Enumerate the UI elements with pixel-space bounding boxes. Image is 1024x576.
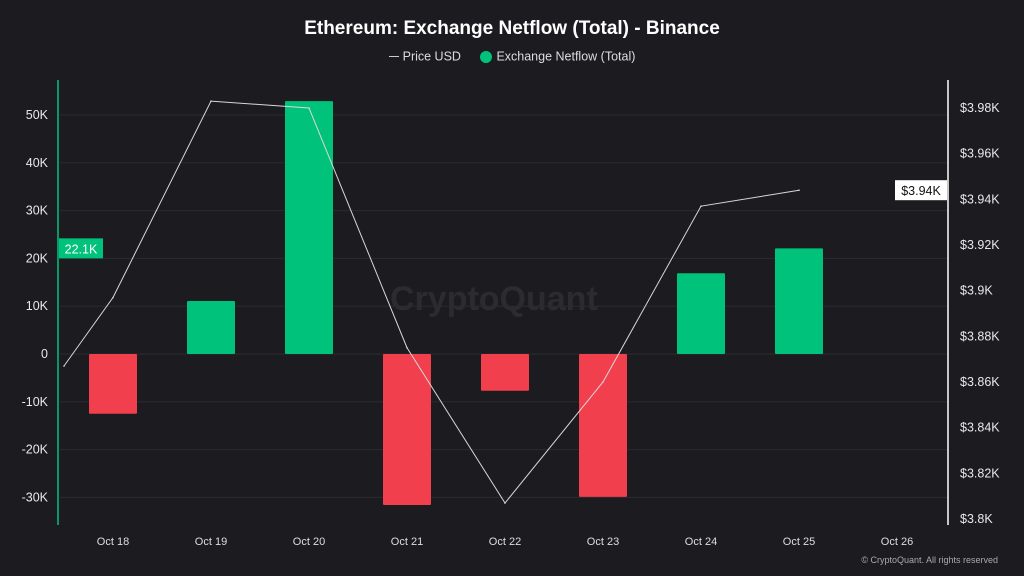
left-tick-label: 50K: [26, 108, 49, 122]
price-point: [112, 296, 114, 299]
x-tick-label: Oct 26: [881, 536, 913, 548]
price-point: [210, 100, 212, 102]
netflow-bar: [187, 300, 235, 354]
netflow-bar: [677, 273, 725, 354]
x-tick-label: Oct 22: [489, 536, 521, 548]
left-tick-label: -20K: [22, 443, 49, 457]
price-point: [406, 346, 408, 349]
x-tick-label: Oct 25: [783, 536, 815, 548]
netflow-bar: [481, 354, 529, 391]
netflow-bar: [383, 354, 431, 506]
left-tick-label: 0: [41, 347, 48, 361]
left-tick-label: -10K: [22, 395, 49, 409]
left-tick-label: 30K: [26, 204, 49, 218]
x-tick-label: Oct 19: [195, 536, 227, 548]
right-tick-label: $3.88K: [960, 329, 1000, 343]
current-price-label: $3.94K: [901, 184, 941, 198]
price-point: [602, 381, 604, 383]
legend: Price USD Exchange Netflow (Total): [0, 49, 1024, 64]
left-tick-label: 40K: [26, 156, 49, 170]
legend-dot-icon: [480, 50, 493, 63]
copyright: © CryptoQuant. All rights reserved: [861, 555, 998, 565]
right-tick-label: $3.96K: [960, 147, 1000, 161]
current-price-badge: [895, 180, 947, 201]
right-tick-label: $3.92K: [960, 238, 1000, 252]
x-tick-label: Oct 21: [391, 536, 423, 548]
price-point: [504, 502, 506, 504]
right-tick-label: $3.86K: [960, 375, 1000, 389]
right-tick-label: $3.8K: [960, 512, 993, 526]
right-tick-label: $3.94K: [960, 192, 1000, 206]
left-tick-label: 10K: [26, 299, 49, 313]
price-point: [700, 205, 702, 207]
netflow-bar: [89, 354, 137, 414]
legend-netflow[interactable]: Exchange Netflow (Total): [496, 49, 636, 64]
price-point: [63, 365, 65, 367]
netflow-bar: [285, 101, 333, 354]
watermark: CryptoQuant: [390, 280, 598, 318]
left-tick-label: -30K: [22, 490, 49, 504]
right-tick-label: $3.82K: [960, 466, 1000, 480]
x-tick-label: Oct 20: [293, 536, 325, 548]
price-point: [798, 189, 800, 191]
left-tick-label: 20K: [26, 251, 49, 265]
x-tick-label: Oct 23: [587, 536, 619, 548]
netflow-bar: [579, 354, 627, 497]
netflow-bar: [775, 248, 823, 354]
chart-title: Ethereum: Exchange Netflow (Total) - Bin…: [304, 18, 720, 39]
price-point: [308, 107, 310, 109]
right-tick-label: $3.98K: [960, 101, 1000, 115]
legend-price[interactable]: Price USD: [402, 49, 461, 64]
current-netflow-badge: [59, 238, 103, 259]
x-tick-label: Oct 18: [97, 536, 129, 548]
right-tick-label: $3.84K: [960, 421, 1000, 435]
current-netflow-label: 22.1K: [65, 242, 98, 256]
legend-line-icon: [388, 56, 399, 58]
x-tick-label: Oct 24: [685, 536, 717, 548]
right-tick-label: $3.9K: [960, 284, 993, 298]
